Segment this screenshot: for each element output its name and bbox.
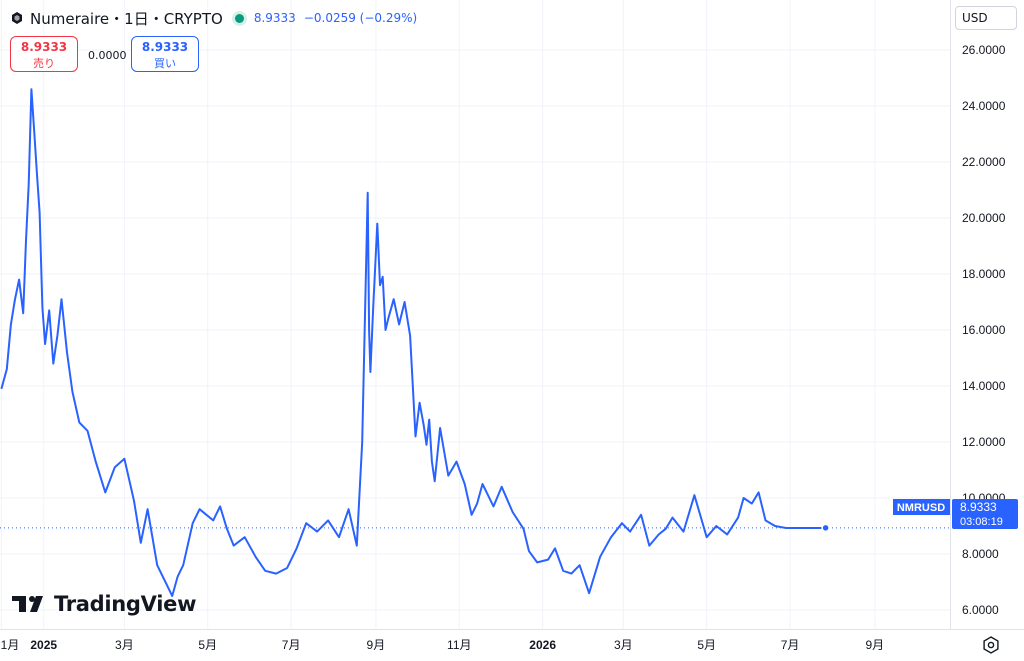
x-tick-label: 2025 xyxy=(30,638,57,652)
buy-label: 買い xyxy=(154,57,176,70)
market-status-icon xyxy=(234,13,244,23)
symbol-title[interactable]: Numeraire・1日・CRYPTO xyxy=(30,9,223,28)
symbol-tag xyxy=(893,499,950,515)
x-tick-label: 3月 xyxy=(614,638,633,652)
y-tick-label: 20.0000 xyxy=(962,211,1006,225)
chart-header: Numeraire・1日・CRYPTO 8.9333 −0.0259 (−0.2… xyxy=(10,8,417,28)
y-tick-label: 6.0000 xyxy=(962,603,999,617)
x-tick-label: 2026 xyxy=(529,638,556,652)
symbol-tag-text: NMRUSD xyxy=(897,502,945,514)
last-price: 8.9333 xyxy=(253,11,296,25)
x-tick-label: 5月 xyxy=(198,638,217,652)
x-tick-label: 7月 xyxy=(282,638,301,652)
y-tick-label: 14.0000 xyxy=(962,379,1006,393)
x-tick-label: 3月 xyxy=(115,638,134,652)
y-tick-label: 22.0000 xyxy=(962,155,1006,169)
price-axis-separator xyxy=(950,0,951,629)
sell-price: 8.9333 xyxy=(20,40,68,54)
x-axis-ticks: 1月 2025 3月 5月 7月 9月 11月 2026 3月 5月 7月 9月 xyxy=(1,638,885,652)
last-price-dot xyxy=(821,523,830,533)
currency-select[interactable]: USD xyxy=(955,6,1017,30)
y-tick-label: 24.0000 xyxy=(962,99,1006,113)
buy-price: 8.9333 xyxy=(141,40,189,54)
x-tick-label: 1月 xyxy=(1,638,20,652)
sell-label: 売り xyxy=(33,57,55,70)
price-tag xyxy=(952,499,1018,529)
price-line xyxy=(0,88,826,597)
price-tag-countdown: 03:08:19 xyxy=(960,516,1003,528)
tradingview-logo-text: TradingView xyxy=(54,592,197,616)
x-tick-label: 11月 xyxy=(447,638,471,652)
price-change: −0.0259 (−0.29%) xyxy=(303,11,418,25)
buy-button[interactable]: 8.9333 買い xyxy=(131,36,199,72)
x-tick-label: 9月 xyxy=(865,638,884,652)
numeraire-logo-icon xyxy=(12,12,22,24)
y-tick-label: 12.0000 xyxy=(962,435,1006,449)
y-tick-label: 8.0000 xyxy=(962,547,999,561)
tradingview-logo[interactable]: TradingView xyxy=(12,592,196,616)
price-tag-value: 8.9333 xyxy=(960,500,997,514)
y-tick-label: 26.0000 xyxy=(962,43,1006,57)
y-tick-label: 18.0000 xyxy=(962,267,1006,281)
settings-gear-icon[interactable] xyxy=(982,636,1000,654)
spread-value: 0.0000 xyxy=(88,49,127,62)
sell-button[interactable]: 8.9333 売り xyxy=(10,36,78,72)
x-tick-label: 5月 xyxy=(697,638,716,652)
x-tick-label: 9月 xyxy=(367,638,386,652)
tradingview-logo-icon xyxy=(12,596,43,612)
time-axis-separator xyxy=(0,629,1024,630)
y-tick-label: 16.0000 xyxy=(962,323,1006,337)
y-axis-ticks: 6.00008.000010.000012.000014.000016.0000… xyxy=(962,43,1006,617)
price-label-tag: NMRUSD 8.9333 03:08:19 xyxy=(893,499,1018,529)
x-tick-label: 7月 xyxy=(781,638,800,652)
